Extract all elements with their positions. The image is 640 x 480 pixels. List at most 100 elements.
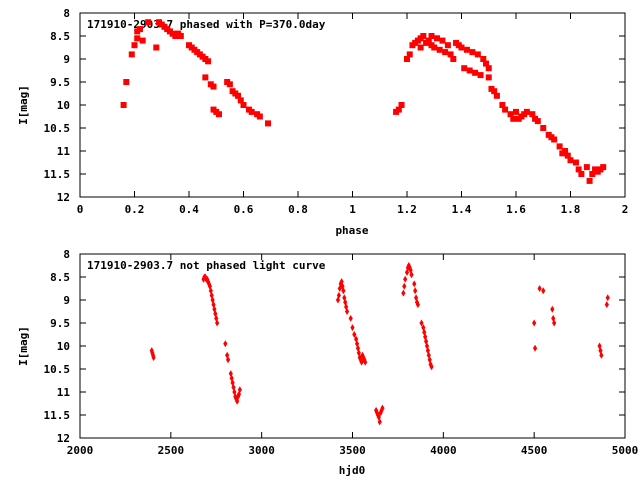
data-point xyxy=(583,164,590,171)
data-point xyxy=(469,49,476,56)
data-point xyxy=(404,56,410,62)
data-point xyxy=(578,171,585,177)
data-point xyxy=(567,157,574,164)
data-point xyxy=(461,65,468,72)
phased-y-axis-label: I[mag] xyxy=(17,85,30,125)
x-tick-label: 1.6 xyxy=(506,203,526,216)
data-point xyxy=(153,44,160,51)
data-point xyxy=(377,418,382,426)
data-point xyxy=(210,83,217,90)
x-tick-label: 1.8 xyxy=(561,203,581,216)
y-tick-label: 8.5 xyxy=(50,271,70,284)
x-tick-label: 0.4 xyxy=(179,203,199,216)
data-point xyxy=(374,406,379,414)
data-point xyxy=(344,308,350,315)
phased-x-axis-label: phase xyxy=(335,224,368,237)
data-point xyxy=(597,342,602,350)
data-point xyxy=(363,358,368,366)
data-point xyxy=(429,363,434,371)
data-point xyxy=(145,19,152,26)
data-point xyxy=(339,278,344,286)
data-point xyxy=(139,37,146,44)
data-point xyxy=(350,324,355,332)
data-point xyxy=(439,37,446,44)
data-point xyxy=(562,148,569,154)
data-point xyxy=(529,111,536,118)
data-point xyxy=(598,347,603,355)
x-tick-label: 0 xyxy=(77,203,84,216)
data-point xyxy=(415,301,420,309)
data-point xyxy=(348,314,353,322)
y-tick-label: 9.5 xyxy=(50,317,70,330)
data-point xyxy=(428,360,433,368)
data-point xyxy=(354,335,359,343)
data-point xyxy=(556,143,563,150)
data-point xyxy=(205,58,212,65)
x-tick-label: 1.4 xyxy=(452,203,472,216)
unphased-plot-title: 171910-2903.7 not phased light curve xyxy=(87,259,326,272)
data-point xyxy=(401,289,406,297)
unphased-y-axis-label: I[mag] xyxy=(17,326,30,366)
data-point xyxy=(534,118,541,125)
data-point xyxy=(360,351,365,359)
data-point xyxy=(235,92,242,99)
data-point xyxy=(226,81,233,88)
unphased-plot-frame xyxy=(79,253,626,439)
data-point xyxy=(477,72,484,79)
data-point xyxy=(575,166,582,173)
data-point xyxy=(458,44,465,51)
data-point xyxy=(540,125,547,131)
data-point xyxy=(380,404,385,412)
data-point xyxy=(447,51,454,58)
data-point xyxy=(422,328,427,336)
data-point xyxy=(442,49,449,56)
data-point xyxy=(421,324,426,332)
data-point xyxy=(407,264,412,272)
data-point xyxy=(523,108,530,115)
data-point xyxy=(406,51,413,58)
data-point xyxy=(352,331,357,338)
data-point xyxy=(151,354,156,361)
data-point xyxy=(589,171,596,177)
data-point xyxy=(572,159,579,166)
data-point xyxy=(551,136,558,143)
unphased-light-curve-panel: 171910-2903.7 not phased light curve hjd… xyxy=(17,248,638,477)
x-tick-label: 0.6 xyxy=(234,203,254,216)
data-point xyxy=(413,287,418,295)
data-point xyxy=(599,351,604,359)
data-point xyxy=(502,106,509,113)
data-point xyxy=(600,164,607,171)
data-point xyxy=(426,351,431,359)
data-point xyxy=(177,33,184,39)
y-tick-label: 8 xyxy=(63,248,70,261)
y-tick-label: 9.5 xyxy=(50,76,70,89)
x-tick-label: 1.2 xyxy=(397,203,417,216)
data-point xyxy=(419,319,424,327)
x-tick-label: 0.2 xyxy=(125,203,145,216)
data-point xyxy=(493,92,500,99)
data-point xyxy=(485,65,492,72)
x-tick-label: 3000 xyxy=(248,444,275,457)
data-point xyxy=(131,42,138,49)
data-point xyxy=(202,74,209,81)
data-point xyxy=(604,301,609,309)
data-point xyxy=(444,42,451,49)
data-point xyxy=(402,282,407,290)
data-point xyxy=(409,271,414,279)
data-point xyxy=(463,46,470,53)
data-point xyxy=(433,35,440,42)
x-tick-label: 2500 xyxy=(158,444,185,457)
phased-data-points xyxy=(120,19,607,184)
data-point xyxy=(532,344,538,352)
data-point xyxy=(223,340,228,348)
y-tick-label: 11 xyxy=(57,145,71,158)
unphased-data-points xyxy=(149,262,610,426)
data-point xyxy=(336,291,341,299)
x-tick-label: 4500 xyxy=(521,444,548,457)
y-tick-label: 11.5 xyxy=(44,409,71,422)
y-tick-label: 8 xyxy=(63,7,70,20)
data-point xyxy=(499,102,506,108)
data-point xyxy=(123,79,130,85)
data-point xyxy=(428,33,435,39)
